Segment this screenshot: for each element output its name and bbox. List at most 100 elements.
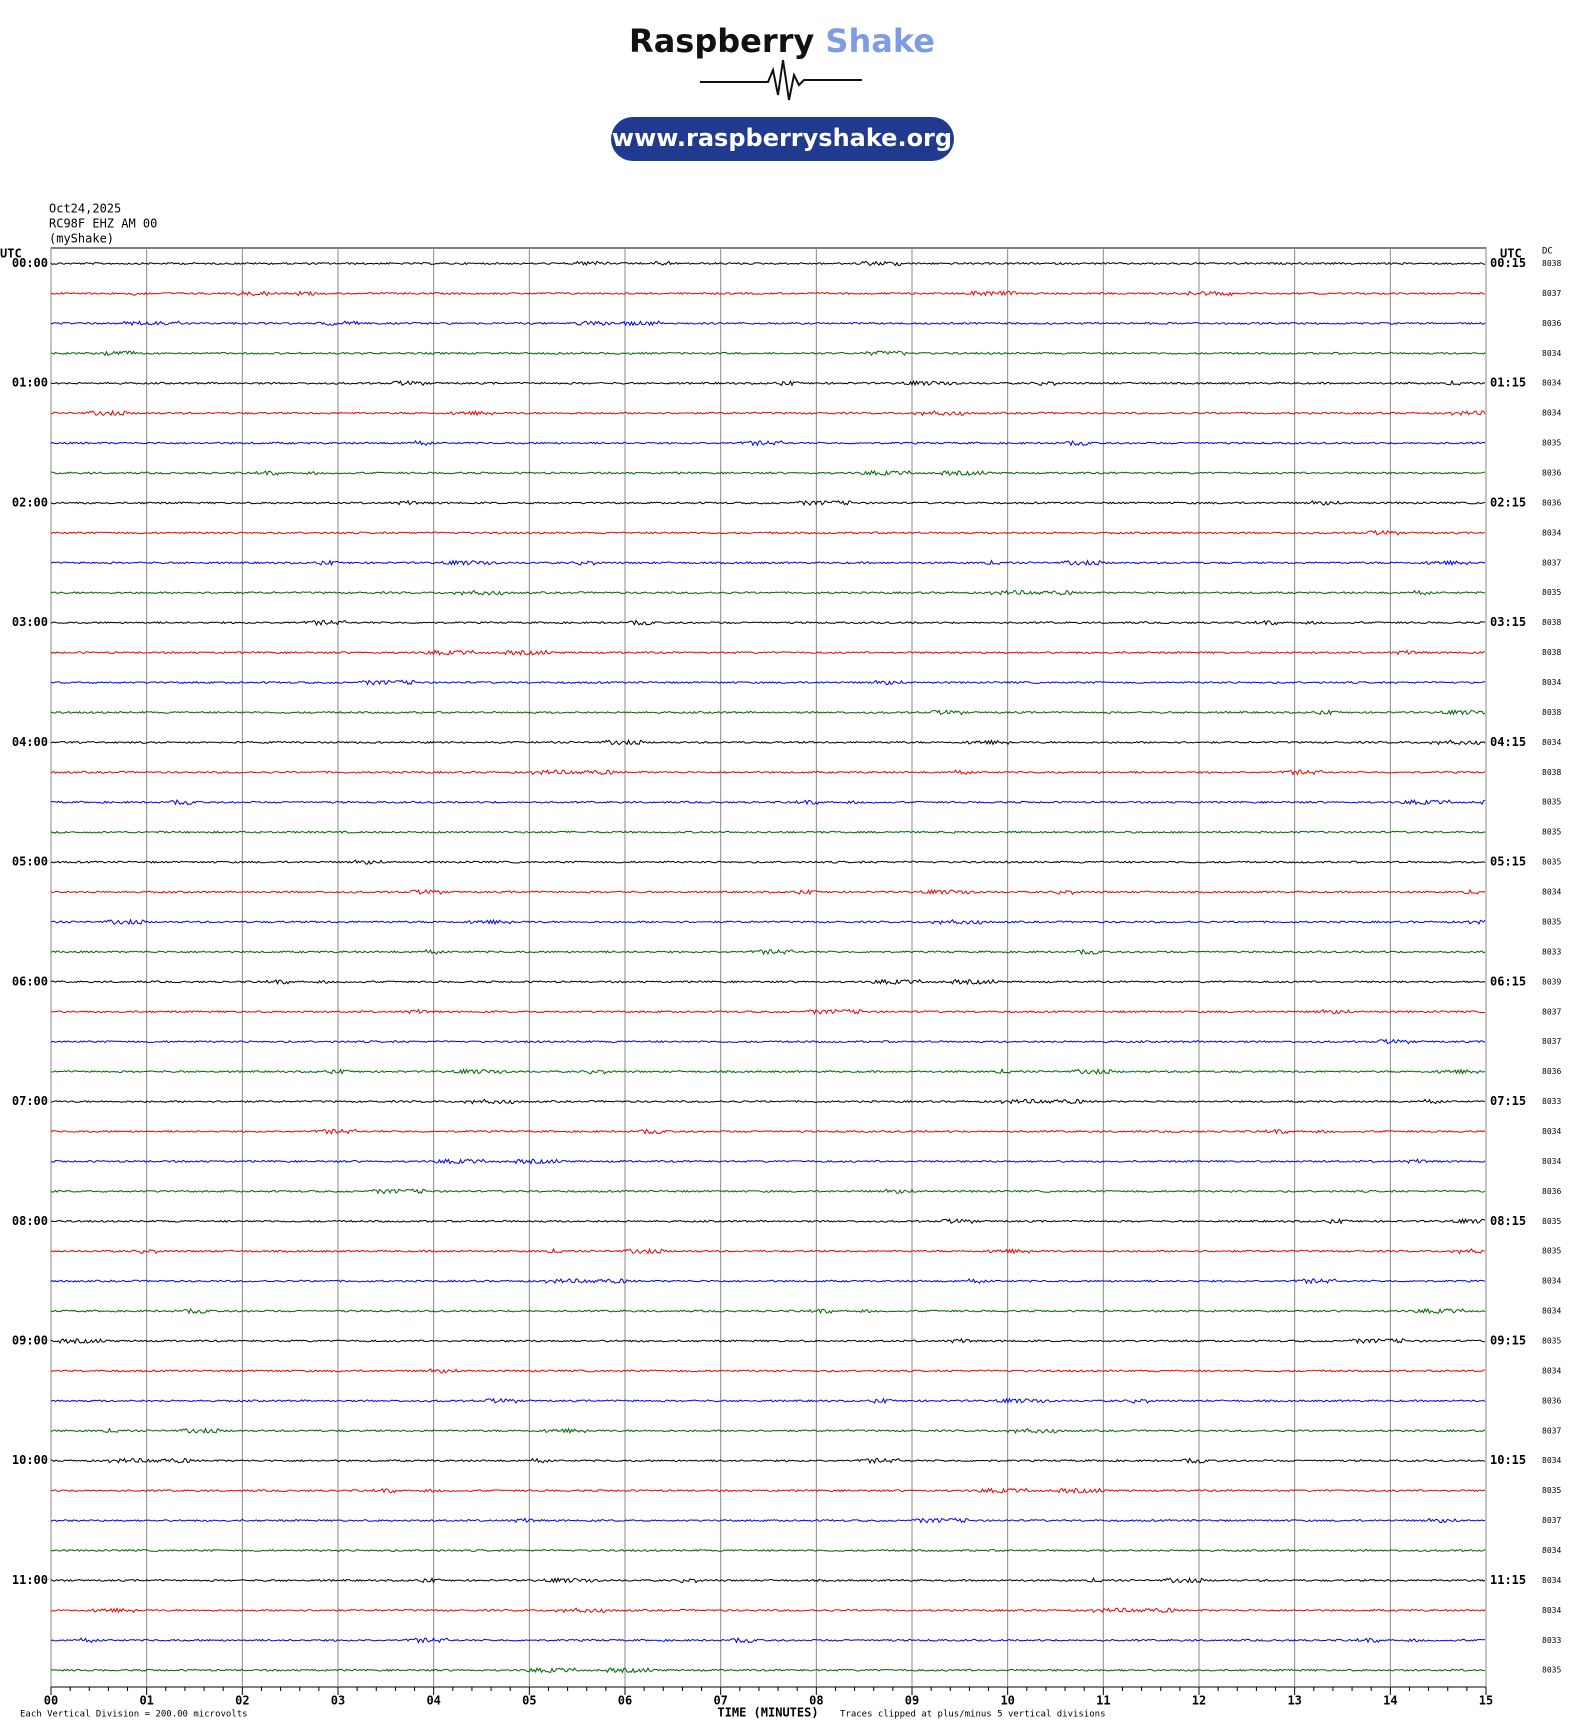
dc-value: 8033 xyxy=(1542,1636,1561,1645)
dc-value: 8034 xyxy=(1542,349,1561,358)
trace xyxy=(50,379,1486,387)
trace xyxy=(50,1337,1486,1345)
left-hour-label: 00:00 xyxy=(12,256,48,270)
trace xyxy=(50,649,1485,657)
dc-value: 8034 xyxy=(1542,1127,1561,1136)
dc-value: 8035 xyxy=(1542,1217,1561,1226)
trace xyxy=(51,948,1486,956)
dc-value: 8037 xyxy=(1542,558,1561,567)
left-hour-label: 06:00 xyxy=(12,974,48,988)
x-tick-label: 10 xyxy=(1000,1694,1014,1708)
x-tick-label: 02 xyxy=(235,1694,249,1708)
dc-value: 8037 xyxy=(1542,289,1561,298)
x-tick-label: 11 xyxy=(1096,1694,1110,1708)
trace xyxy=(50,830,1486,834)
x-tick-label: 04 xyxy=(426,1694,440,1708)
trace xyxy=(50,1188,1486,1195)
dc-value: 8038 xyxy=(1542,259,1561,268)
dc-value: 8033 xyxy=(1542,947,1561,956)
trace xyxy=(50,1487,1486,1495)
dc-value: 8034 xyxy=(1542,1546,1561,1555)
left-hour-label: 09:00 xyxy=(12,1333,48,1347)
dc-value: 8034 xyxy=(1542,409,1561,418)
logo-squiggle xyxy=(700,59,862,101)
trace xyxy=(51,559,1486,567)
trace xyxy=(50,799,1486,806)
left-hour-label: 10:00 xyxy=(12,1453,48,1467)
dc-value: 8034 xyxy=(1542,888,1561,897)
left-axis-title: UTC xyxy=(0,247,22,261)
dc-value: 8038 xyxy=(1542,708,1561,717)
dc-value: 8035 xyxy=(1542,1486,1561,1495)
plot-frame xyxy=(50,247,1487,1688)
trace xyxy=(50,1517,1486,1524)
trace xyxy=(50,409,1486,417)
right-hour-label: 07:15 xyxy=(1490,1094,1526,1108)
trace xyxy=(50,1158,1486,1165)
trace xyxy=(50,1038,1486,1045)
dc-value: 8038 xyxy=(1542,648,1561,657)
trace xyxy=(50,350,1486,357)
trace xyxy=(50,1667,1486,1674)
trace xyxy=(50,1307,1486,1315)
dc-value: 8034 xyxy=(1542,1576,1561,1585)
dc-value: 8034 xyxy=(1542,1157,1561,1166)
dc-value: 8034 xyxy=(1542,1456,1561,1465)
dc-value: 8036 xyxy=(1542,498,1561,507)
scale-note: Each Vertical Division = 200.00 microvol… xyxy=(20,1710,248,1720)
left-hour-label: 05:00 xyxy=(12,855,48,869)
dc-value: 8035 xyxy=(1542,439,1561,448)
x-tick-label: 08 xyxy=(809,1694,823,1708)
trace xyxy=(50,1278,1486,1285)
trace xyxy=(50,1098,1486,1105)
dc-value: 8036 xyxy=(1542,1067,1561,1076)
x-tick-label: 05 xyxy=(522,1694,536,1708)
trace xyxy=(50,1427,1486,1434)
trace xyxy=(50,1247,1486,1255)
right-hour-label: 04:15 xyxy=(1490,735,1526,749)
trace xyxy=(50,1128,1486,1135)
trace xyxy=(50,978,1486,986)
right-axis-title: UTC xyxy=(1500,247,1522,261)
right-hour-label: 11:15 xyxy=(1490,1573,1526,1587)
x-tick-label: 07 xyxy=(713,1694,727,1708)
trace xyxy=(50,619,1486,627)
dc-value: 8037 xyxy=(1542,1516,1561,1525)
dc-value: 8034 xyxy=(1542,528,1561,537)
trace xyxy=(50,529,1486,536)
x-tick-label: 06 xyxy=(618,1694,632,1708)
trace xyxy=(50,769,1486,776)
logo-word2: Shake xyxy=(825,22,935,60)
dc-value: 8036 xyxy=(1542,1396,1561,1405)
dc-value: 8034 xyxy=(1542,738,1561,747)
dc-value: 8037 xyxy=(1542,1007,1561,1016)
trace xyxy=(50,1217,1486,1225)
dc-value: 8035 xyxy=(1542,798,1561,807)
dc-value: 8035 xyxy=(1542,1666,1561,1675)
trace xyxy=(50,499,1486,507)
clip-note: Traces clipped at plus/minus 5 vertical … xyxy=(840,1710,1106,1720)
trace xyxy=(50,1607,1486,1614)
x-tick-label: 09 xyxy=(905,1694,919,1708)
header-line: Oct24,2025 xyxy=(49,202,121,216)
url-text: www.raspberryshake.org xyxy=(612,124,952,152)
trace xyxy=(50,1576,1486,1584)
dc-value: 8035 xyxy=(1542,858,1561,867)
dc-value: 8034 xyxy=(1542,379,1561,388)
trace xyxy=(50,709,1486,716)
dc-value: 8035 xyxy=(1542,828,1561,837)
dc-value: 8035 xyxy=(1542,917,1561,926)
dc-value: 8034 xyxy=(1542,1277,1561,1286)
dc-value: 8036 xyxy=(1542,469,1561,478)
left-hour-label: 02:00 xyxy=(12,495,48,509)
dc-value: 8035 xyxy=(1542,588,1561,597)
trace xyxy=(50,260,1486,267)
trace xyxy=(50,1008,1485,1015)
header-line: RC98F EHZ AM 00 xyxy=(49,217,157,231)
left-hour-label: 07:00 xyxy=(12,1094,48,1108)
trace xyxy=(50,1548,1486,1553)
right-hour-label: 05:15 xyxy=(1490,855,1526,869)
trace xyxy=(50,439,1486,447)
x-tick-label: 00 xyxy=(44,1694,58,1708)
